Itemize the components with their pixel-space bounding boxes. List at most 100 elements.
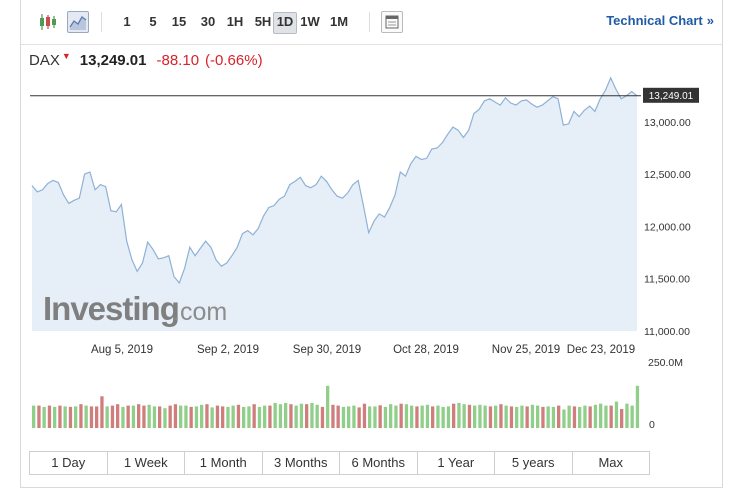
volume-bar <box>215 405 220 428</box>
volume-bar <box>494 405 498 428</box>
volume-bar <box>499 404 503 428</box>
volume-bar <box>504 405 508 428</box>
x-tick-label: Sep 30, 2019 <box>293 344 361 356</box>
volume-bar <box>536 405 540 428</box>
chart-widget: 1 5 15 30 1H 5H 1D 1W 1M Technical Chart» DAX ▼ 13… <box>20 0 723 488</box>
interval-5h-button[interactable]: 5H <box>254 14 272 29</box>
volume-bar <box>347 406 351 428</box>
volume-bar <box>242 406 246 428</box>
volume-bar <box>47 405 52 428</box>
volume-bar <box>152 406 157 428</box>
y-tick-label: 11,500.00 <box>644 274 690 286</box>
volume-bar <box>572 406 577 428</box>
technical-chart-label: Technical Chart <box>606 13 703 28</box>
range-6-months-button[interactable]: 6 Months <box>340 452 418 474</box>
time-range-selector: 1 Day 1 Week 1 Month 3 Months 6 Months 1 Year… <box>29 451 650 475</box>
volume-bar <box>614 401 619 428</box>
volume-bar <box>441 406 445 428</box>
volume-bar <box>478 404 482 428</box>
instrument-symbol: DAX <box>29 52 60 69</box>
volume-bar <box>362 403 367 428</box>
volume-bar <box>95 406 99 428</box>
range-5-years-button[interactable]: 5 years <box>495 452 573 474</box>
volume-bar <box>315 404 319 428</box>
interval-1-button[interactable]: 1 <box>123 14 131 29</box>
volume-bar <box>404 404 409 428</box>
interval-1d-button[interactable]: 1D <box>273 12 297 34</box>
volume-bar <box>58 405 62 428</box>
volume-bar <box>467 404 472 428</box>
range-1-week-button[interactable]: 1 Week <box>108 452 185 474</box>
interval-30-button[interactable]: 30 <box>200 14 216 29</box>
volume-bar <box>425 404 430 428</box>
price-chart[interactable]: Investing.com 13,249.01 13,000.00 12,500.00… <box>21 0 722 440</box>
volume-bar <box>116 404 120 428</box>
volume-bar <box>457 402 461 428</box>
x-tick-label: Nov 25, 2019 <box>492 344 560 356</box>
volume-bar <box>126 405 130 428</box>
volume-max-label: 250.0M <box>648 357 683 369</box>
interval-1w-button[interactable]: 1W <box>300 14 320 29</box>
volume-bar <box>68 406 73 428</box>
price-line <box>31 76 638 285</box>
toolbar-divider <box>101 12 102 32</box>
volume-bar <box>137 404 141 428</box>
chart-settings-icon[interactable] <box>381 11 403 33</box>
volume-bar <box>110 405 115 428</box>
down-arrow-icon: ▼ <box>61 51 71 61</box>
interval-1h-button[interactable]: 1H <box>226 14 244 29</box>
price-change-percent: (-0.66%) <box>205 52 263 69</box>
range-1-day-button[interactable]: 1 Day <box>30 452 108 474</box>
volume-bar <box>79 404 83 428</box>
interval-5-button[interactable]: 5 <box>149 14 157 29</box>
volume-bar <box>189 406 193 428</box>
volume-bar <box>63 406 67 428</box>
volume-bar <box>415 406 419 428</box>
technical-chart-link[interactable]: Technical Chart» <box>606 13 714 28</box>
volume-bar <box>541 406 545 428</box>
volume-bar <box>473 405 477 428</box>
range-3-months-button[interactable]: 3 Months <box>263 452 340 474</box>
volume-bar <box>488 406 493 428</box>
range-1-year-button[interactable]: 1 Year <box>418 452 495 474</box>
volume-bar <box>620 409 624 428</box>
area-chart-icon[interactable] <box>67 11 89 33</box>
candlestick-chart-icon[interactable] <box>37 11 59 33</box>
x-tick-label: Aug 5, 2019 <box>91 344 153 356</box>
range-1-month-button[interactable]: 1 Month <box>185 452 263 474</box>
volume-bar <box>509 406 514 428</box>
volume-bar <box>583 405 587 428</box>
volume-bar <box>389 404 393 428</box>
volume-bar <box>273 402 277 428</box>
volume-bar <box>236 404 241 428</box>
volume-bar <box>247 406 251 428</box>
volume-bar <box>352 405 356 428</box>
last-price-tag <box>643 87 699 103</box>
volume-bar <box>89 406 94 428</box>
watermark-brand: Investing <box>43 290 179 327</box>
volume-bar <box>446 406 451 428</box>
volume-bar <box>420 405 424 428</box>
range-max-button[interactable]: Max <box>598 455 624 470</box>
volume-bar <box>336 405 340 428</box>
volume-bar <box>357 407 361 428</box>
volume-bar <box>530 404 535 428</box>
volume-bar <box>158 406 162 428</box>
volume-bar <box>131 405 136 428</box>
volume-bar <box>252 404 256 428</box>
volume-bar <box>368 406 372 428</box>
volume-bar <box>383 406 388 428</box>
volume-bar <box>462 404 466 428</box>
interval-1m-button[interactable]: 1M <box>329 14 349 29</box>
volume-bar <box>200 404 204 428</box>
volume-bar <box>635 385 640 428</box>
interval-15-button[interactable]: 15 <box>171 14 187 29</box>
quote-header: DAX ▼ 13,249.01 -88.10 (-0.66%) <box>29 51 263 69</box>
x-tick-label: Dec 23, 2019 <box>567 344 635 356</box>
volume-bar <box>53 406 57 428</box>
x-tick-label: Sep 2, 2019 <box>197 344 259 356</box>
volume-bar <box>284 402 288 428</box>
volume-bar <box>205 404 209 428</box>
volume-bar <box>525 406 529 428</box>
volume-bar <box>378 405 382 428</box>
